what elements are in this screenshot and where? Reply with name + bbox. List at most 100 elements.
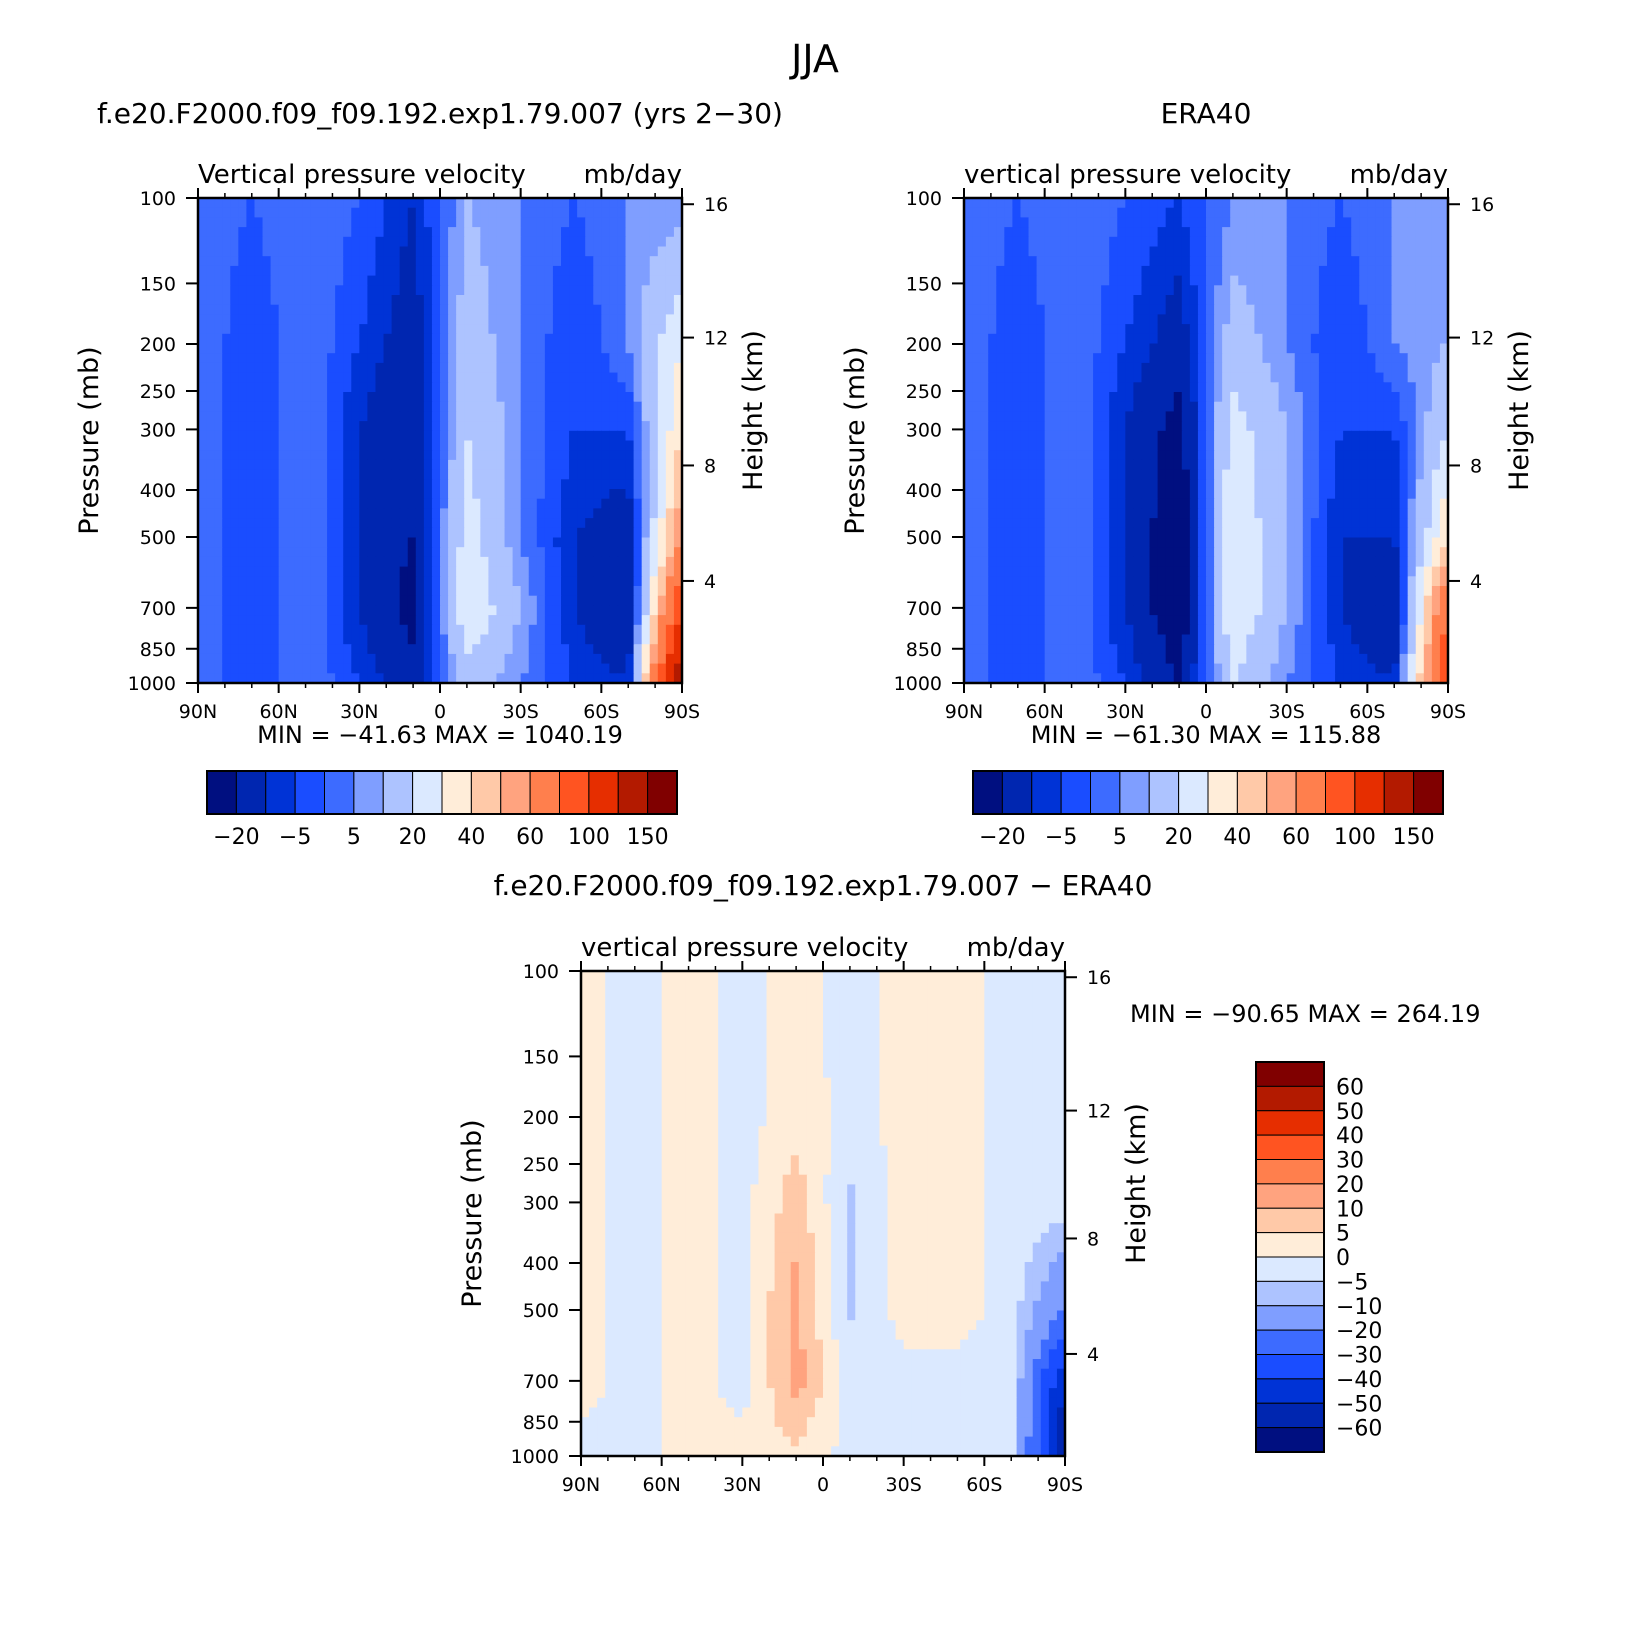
heatmap-cell bbox=[448, 469, 457, 480]
heatmap-cell bbox=[1076, 401, 1086, 412]
heatmap-cell bbox=[214, 479, 223, 490]
heatmap-cell bbox=[1085, 392, 1094, 403]
heatmap-cell bbox=[528, 653, 538, 665]
heatmap-cell bbox=[1343, 265, 1352, 277]
heatmap-cell bbox=[1310, 207, 1320, 218]
heatmap-cell bbox=[673, 207, 683, 218]
heatmap-cell bbox=[1270, 372, 1280, 383]
heatmap-cell bbox=[286, 498, 296, 509]
heatmap-cell bbox=[480, 469, 489, 480]
heatmap-cell bbox=[536, 663, 546, 674]
heatmap-cell bbox=[585, 372, 594, 383]
heatmap-cell bbox=[1270, 392, 1280, 403]
heatmap-cell bbox=[561, 285, 570, 296]
heatmap-cell bbox=[585, 392, 594, 403]
heatmap-cell bbox=[1214, 285, 1223, 296]
heatmap-cell bbox=[480, 227, 489, 238]
heatmap-cell bbox=[1246, 343, 1255, 354]
heatmap-cell bbox=[1335, 285, 1344, 296]
heatmap-cell bbox=[206, 285, 215, 296]
heatmap-cell bbox=[335, 304, 344, 315]
heatmap-cell bbox=[536, 285, 546, 296]
heatmap-cell bbox=[988, 343, 997, 354]
heatmap-cell bbox=[456, 353, 465, 364]
heatmap-cell bbox=[520, 556, 530, 568]
heatmap-cell bbox=[1117, 304, 1126, 315]
heatmap-cell bbox=[383, 304, 393, 315]
heatmap-cell bbox=[206, 265, 215, 277]
heatmap-cell bbox=[536, 605, 546, 616]
heatmap-cell bbox=[1157, 265, 1167, 277]
heatmap-cell bbox=[222, 556, 231, 568]
heatmap-cell bbox=[1133, 411, 1143, 422]
heatmap-cell bbox=[198, 518, 207, 529]
heatmap-cell bbox=[964, 236, 973, 248]
heatmap-cell bbox=[536, 275, 546, 286]
heatmap-cell bbox=[343, 624, 352, 636]
heatmap-cell bbox=[504, 527, 514, 539]
heatmap-cell bbox=[980, 256, 989, 267]
heatmap-cell bbox=[1101, 440, 1110, 451]
heatmap-cell bbox=[431, 343, 441, 354]
heatmap-cell bbox=[1060, 421, 1070, 432]
heatmap-cell bbox=[1044, 421, 1054, 432]
heatmap-cell bbox=[585, 489, 594, 500]
heatmap-cell bbox=[383, 246, 393, 257]
heatmap-cell bbox=[561, 489, 570, 500]
heatmap-cell bbox=[198, 566, 207, 577]
heatmap-cell bbox=[1399, 304, 1409, 315]
heatmap-cell bbox=[1125, 411, 1134, 422]
heatmap-cell bbox=[375, 343, 385, 354]
heatmap-cell bbox=[1375, 333, 1385, 345]
heatmap-cell bbox=[343, 440, 352, 451]
heatmap-cell bbox=[448, 644, 457, 655]
heatmap-cell bbox=[1335, 275, 1344, 286]
heatmap-cell bbox=[270, 605, 280, 616]
heatmap-cell bbox=[1125, 198, 1134, 209]
heatmap-cell bbox=[230, 314, 239, 325]
heatmap-cell bbox=[609, 285, 619, 296]
heatmap-cell bbox=[1415, 285, 1425, 296]
heatmap-cell bbox=[1262, 304, 1272, 315]
heatmap-cell bbox=[1399, 265, 1409, 277]
heatmap-cell bbox=[496, 275, 506, 286]
heatmap-cell bbox=[617, 527, 627, 539]
heatmap-cell bbox=[230, 324, 239, 335]
heatmap-cell bbox=[569, 295, 578, 306]
heatmap-cell bbox=[552, 673, 562, 684]
heatmap-cell bbox=[351, 653, 360, 665]
heatmap-cell bbox=[625, 314, 635, 325]
heatmap-cell bbox=[665, 256, 675, 267]
heatmap-cell bbox=[964, 314, 973, 325]
heatmap-cell bbox=[1351, 430, 1360, 442]
heatmap-cell bbox=[665, 207, 675, 218]
heatmap-cell bbox=[1125, 440, 1134, 451]
heatmap-cell bbox=[383, 518, 393, 529]
heatmap-cell bbox=[206, 566, 215, 577]
heatmap-cell bbox=[222, 663, 231, 674]
heatmap-cell bbox=[1343, 353, 1352, 364]
heatmap-cell bbox=[1052, 324, 1062, 335]
heatmap-cell bbox=[609, 469, 619, 480]
heatmap-cell bbox=[464, 673, 473, 684]
heatmap-cell bbox=[673, 333, 683, 345]
heatmap-cell bbox=[246, 566, 256, 577]
heatmap-cell bbox=[1206, 459, 1215, 471]
heatmap-cell bbox=[544, 518, 554, 529]
heatmap-cell bbox=[327, 586, 336, 597]
heatmap-cell bbox=[415, 304, 425, 315]
heatmap-cell bbox=[988, 304, 997, 315]
heatmap-cell bbox=[448, 586, 457, 597]
heatmap-cell bbox=[1044, 392, 1054, 403]
heatmap-cell bbox=[1085, 430, 1094, 442]
heatmap-cell bbox=[625, 411, 635, 422]
heatmap-cell bbox=[1206, 430, 1215, 442]
heatmap-cell bbox=[504, 236, 514, 248]
heatmap-cell bbox=[544, 673, 554, 684]
heatmap-cell bbox=[464, 489, 473, 500]
heatmap-cell bbox=[593, 469, 602, 480]
heatmap-cell bbox=[673, 324, 683, 335]
heatmap-cell bbox=[1004, 236, 1013, 248]
heatmap-cell bbox=[310, 411, 320, 422]
